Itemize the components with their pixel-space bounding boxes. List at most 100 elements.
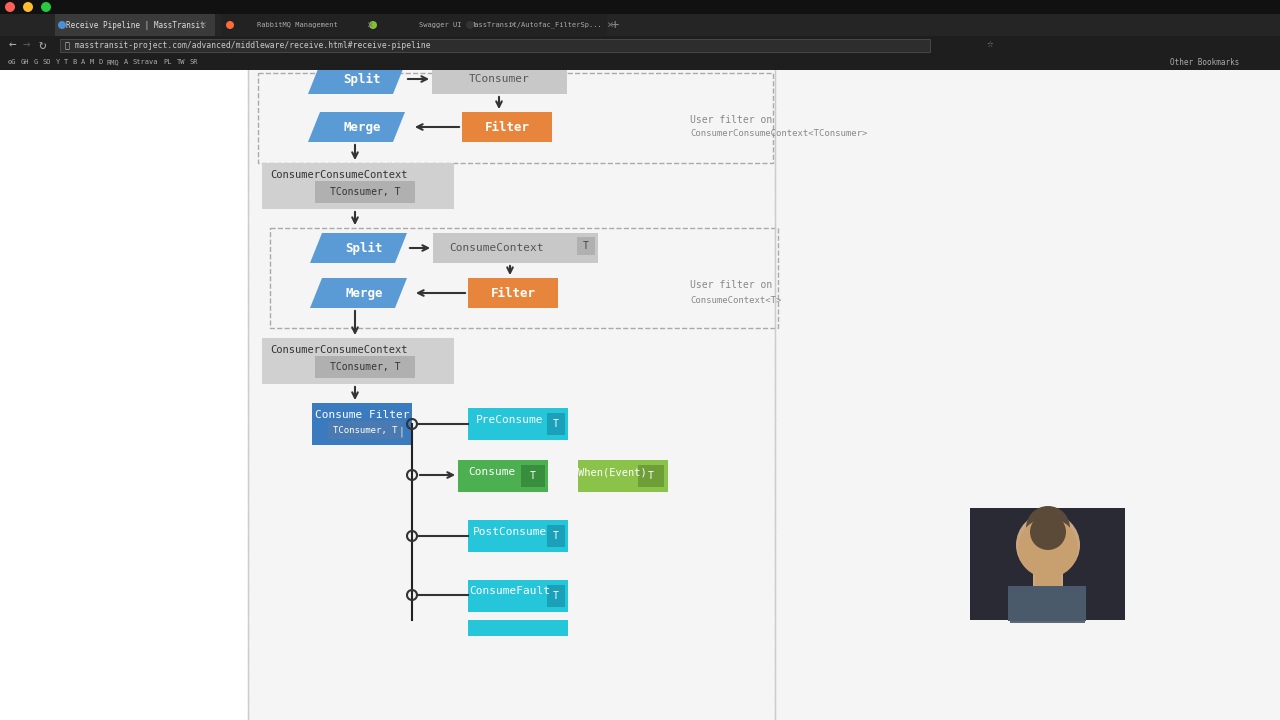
Text: Consume: Consume <box>468 467 516 477</box>
Bar <box>547 413 564 435</box>
Text: MassTransit/Autofac_FilterSp...: MassTransit/Autofac_FilterSp... <box>471 22 603 28</box>
Circle shape <box>1030 514 1066 550</box>
Bar <box>468 408 568 440</box>
Text: ConsumerConsumeContext: ConsumerConsumeContext <box>270 170 407 180</box>
Text: ConsumeContext: ConsumeContext <box>449 243 543 253</box>
Bar <box>547 525 564 547</box>
Bar <box>1036 572 1061 590</box>
Text: ConsumerConsumeContext<TConsumer>: ConsumerConsumeContext<TConsumer> <box>690 128 868 138</box>
Bar <box>970 508 1125 620</box>
Circle shape <box>58 21 67 29</box>
Text: T: T <box>64 59 68 65</box>
Bar <box>468 520 568 552</box>
Text: T: T <box>648 471 654 481</box>
Bar <box>0 0 1280 14</box>
Text: TConsumer, T: TConsumer, T <box>330 187 401 197</box>
Text: T: T <box>553 531 559 541</box>
Text: T: T <box>584 241 589 251</box>
Bar <box>315 181 415 203</box>
Text: User filter on: User filter on <box>690 115 772 125</box>
Text: Consume Filter: Consume Filter <box>315 410 410 420</box>
Text: Swagger UI: Swagger UI <box>419 22 461 28</box>
Text: B: B <box>73 59 77 65</box>
Text: TConsumer, T: TConsumer, T <box>333 426 397 434</box>
Bar <box>637 465 664 487</box>
Text: ×: × <box>366 20 374 30</box>
Circle shape <box>41 2 51 12</box>
Bar <box>0 36 1280 54</box>
Circle shape <box>1016 513 1080 577</box>
Text: ×: × <box>509 20 516 30</box>
Text: ←: ← <box>8 38 15 52</box>
Text: TW: TW <box>177 59 186 65</box>
Circle shape <box>1055 538 1061 544</box>
Circle shape <box>1027 506 1070 550</box>
Circle shape <box>1018 518 1078 578</box>
Bar <box>365 14 509 36</box>
Bar <box>0 70 248 720</box>
Bar <box>0 14 1280 36</box>
Text: Merge: Merge <box>346 287 383 300</box>
Polygon shape <box>308 112 404 142</box>
Text: ConsumeFault: ConsumeFault <box>470 586 550 596</box>
Text: A: A <box>124 59 128 65</box>
Text: TConsumer: TConsumer <box>468 74 530 84</box>
Text: 🔒 masstransit-project.com/advanced/middleware/receive.html#receive-pipeline: 🔒 masstransit-project.com/advanced/middl… <box>65 40 430 50</box>
Text: ×: × <box>200 20 206 30</box>
Text: Filter: Filter <box>490 287 535 300</box>
Circle shape <box>466 21 474 29</box>
Text: When(Event): When(Event) <box>577 467 646 477</box>
Text: Strava: Strava <box>133 59 157 65</box>
Bar <box>270 228 778 328</box>
Text: PreConsume: PreConsume <box>476 415 544 425</box>
Text: T: T <box>553 591 559 601</box>
Text: Split: Split <box>346 241 383 255</box>
Polygon shape <box>310 278 407 308</box>
Bar <box>433 64 567 94</box>
Text: →: → <box>22 38 29 52</box>
Bar <box>521 465 545 487</box>
Text: TConsumer, T: TConsumer, T <box>330 362 401 372</box>
Bar <box>462 14 607 36</box>
Bar <box>259 73 773 163</box>
Bar <box>1033 572 1062 592</box>
Bar <box>468 580 568 612</box>
Text: ConsumeContext<T>: ConsumeContext<T> <box>690 295 781 305</box>
Text: T: T <box>530 471 536 481</box>
Bar <box>221 14 367 36</box>
Bar <box>468 278 558 308</box>
Bar <box>468 620 568 636</box>
Bar <box>60 38 931 52</box>
Circle shape <box>227 21 234 29</box>
Text: M: M <box>90 59 93 65</box>
Text: PostConsume: PostConsume <box>472 527 547 537</box>
Text: |: | <box>398 427 404 437</box>
Bar <box>262 338 454 384</box>
Bar <box>1007 586 1085 621</box>
Bar <box>0 54 1280 70</box>
Text: RMQ: RMQ <box>106 59 119 65</box>
Text: Y: Y <box>55 59 60 65</box>
Bar <box>55 14 215 36</box>
Bar <box>975 512 1120 612</box>
Text: Merge: Merge <box>343 120 380 133</box>
Bar <box>577 237 595 255</box>
Bar <box>547 585 564 607</box>
Text: User filter on: User filter on <box>690 280 772 290</box>
Bar <box>312 403 412 445</box>
Text: G: G <box>35 59 38 65</box>
Text: T: T <box>553 419 559 429</box>
Bar <box>315 356 415 378</box>
Bar <box>328 421 403 439</box>
Text: GH: GH <box>20 59 29 65</box>
Bar <box>262 163 454 209</box>
Polygon shape <box>310 233 407 263</box>
Text: D: D <box>99 59 102 65</box>
Text: Receive Pipeline | MassTransit: Receive Pipeline | MassTransit <box>65 20 205 30</box>
Text: A: A <box>81 59 86 65</box>
Bar <box>1010 588 1085 623</box>
Text: Filter: Filter <box>485 120 530 133</box>
Bar <box>970 508 1125 620</box>
Text: Other Bookmarks: Other Bookmarks <box>1170 58 1239 66</box>
Text: ⚙G: ⚙G <box>8 59 17 65</box>
